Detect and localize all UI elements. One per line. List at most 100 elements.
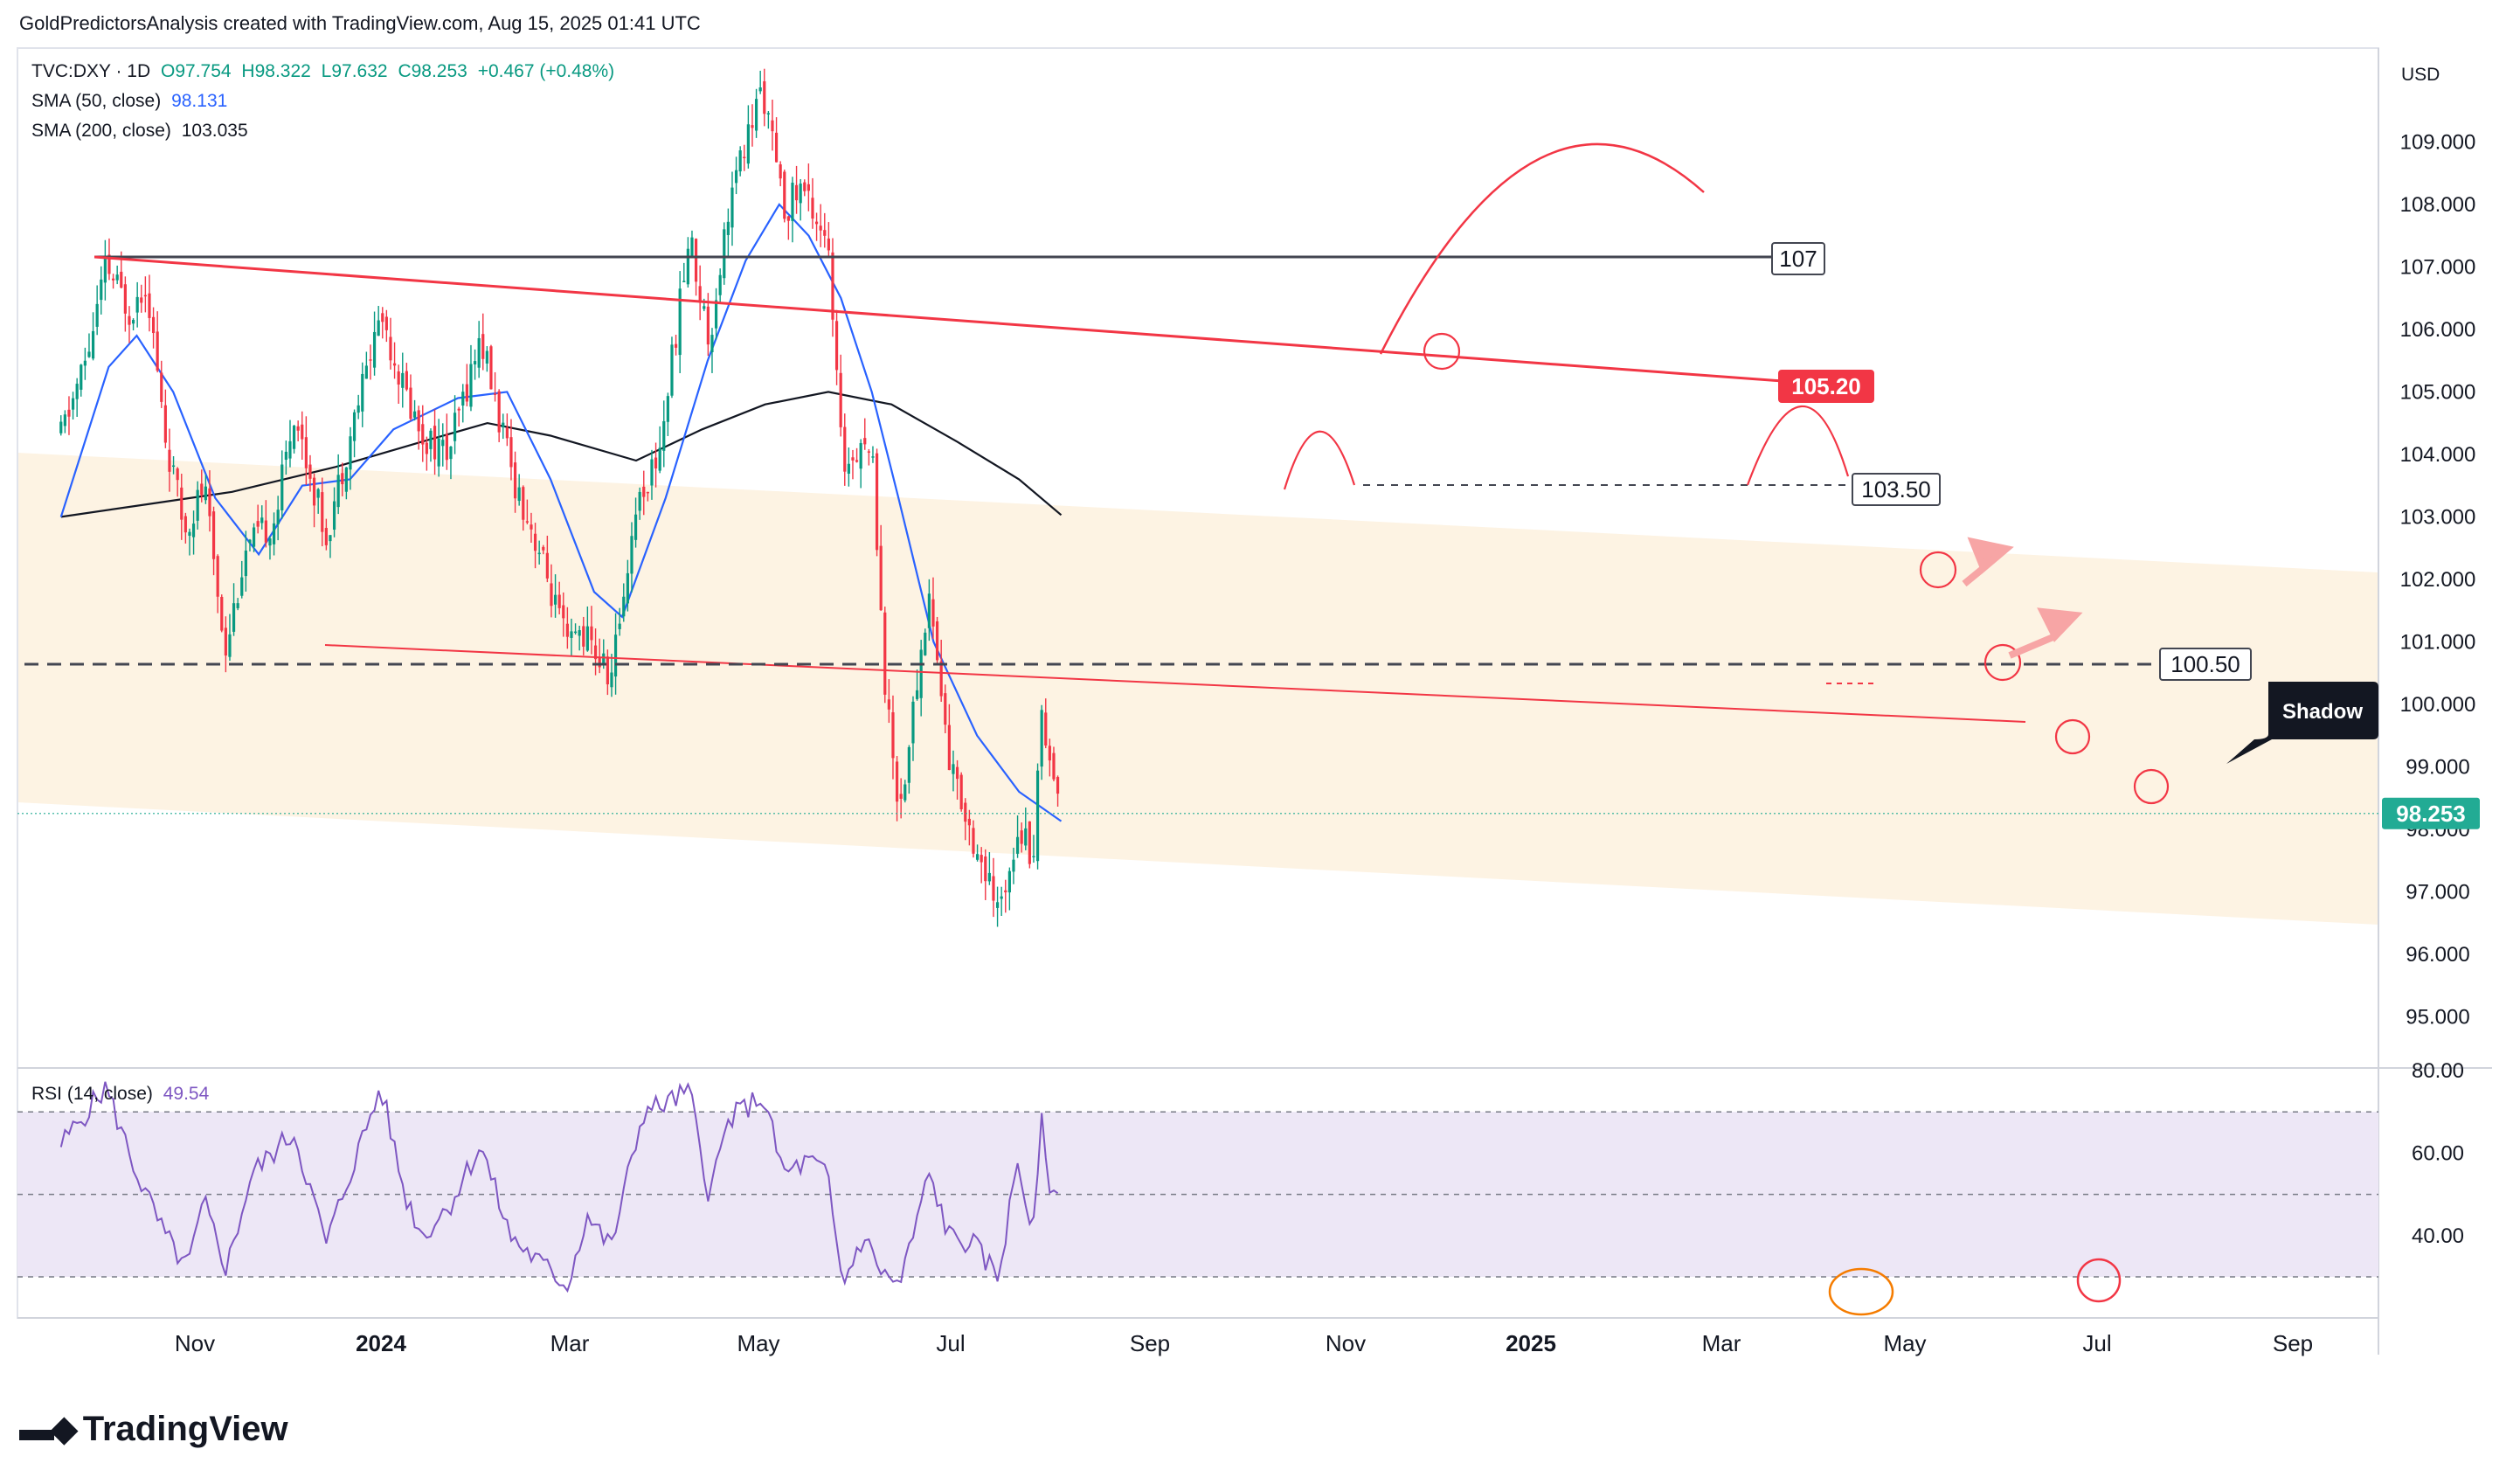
- candle-body: [730, 187, 734, 228]
- candle-body: [686, 248, 689, 285]
- last-price-label: 98.253: [2396, 801, 2466, 827]
- candle-body: [1000, 896, 1003, 899]
- pink-arrow-icon: [1962, 537, 2014, 587]
- candle-body: [364, 365, 368, 379]
- time-axis-tick: Mar: [1702, 1330, 1741, 1356]
- candle-body: [633, 514, 638, 540]
- candle-body: [522, 487, 525, 520]
- touch-circle: [1919, 551, 1957, 589]
- candle-body: [698, 286, 702, 303]
- candle-body: [329, 535, 332, 542]
- candle-body: [489, 346, 493, 390]
- candle-body: [1028, 821, 1031, 864]
- candle-body: [180, 487, 183, 520]
- label-100-50-box: [2159, 648, 2252, 681]
- time-axis-tick: 2025: [1506, 1330, 1556, 1356]
- candle-body: [537, 552, 541, 555]
- legend-low: L97.632: [321, 61, 388, 81]
- candle-body: [260, 517, 264, 524]
- candle-body: [220, 596, 224, 631]
- price-axis-tick: 103.000: [2400, 505, 2476, 529]
- candle-body: [666, 396, 669, 422]
- candle-body: [847, 463, 850, 474]
- label-shadow: Shadow: [2282, 700, 2363, 724]
- price-axis-tick: 102.000: [2400, 568, 2476, 592]
- candle-body: [211, 511, 216, 559]
- tradingview-logo-text: TradingView: [82, 1410, 288, 1448]
- candle-body: [288, 440, 292, 459]
- touch-circle: [1983, 643, 2022, 682]
- candle-body: [372, 331, 377, 368]
- candle-body: [984, 856, 987, 882]
- candle-body: [618, 623, 621, 629]
- candle-body: [264, 520, 267, 543]
- label-103-50-box: [1852, 473, 1941, 506]
- candle-body: [196, 489, 199, 521]
- candle-body: [481, 334, 485, 359]
- candle-body: [690, 237, 694, 256]
- candle-body: [578, 630, 581, 636]
- candle-body: [128, 316, 131, 325]
- time-axis-tick: Nov: [175, 1330, 215, 1356]
- currency-label[interactable]: USD: [2401, 65, 2440, 85]
- candle-body: [1020, 830, 1023, 844]
- legend-sma50: SMA (50, close) 98.131: [31, 91, 227, 112]
- label-103-50: 103.50: [1861, 476, 1931, 503]
- candle-body: [706, 306, 710, 345]
- candle-body: [1048, 745, 1051, 761]
- candle-body: [469, 364, 473, 407]
- candle-body: [83, 360, 87, 366]
- candle-body: [803, 182, 807, 191]
- candle-body: [493, 393, 497, 395]
- candle-body: [497, 391, 501, 433]
- candle-body: [433, 426, 437, 460]
- candle-body: [694, 239, 698, 282]
- candle-body: [533, 533, 537, 551]
- sma50-line: [59, 203, 1063, 822]
- candle-body: [397, 371, 400, 385]
- candle-body: [296, 426, 300, 431]
- candle-body: [1040, 710, 1043, 767]
- candle-body: [228, 634, 232, 657]
- candle-body: [972, 828, 975, 854]
- price-axis-tick: 95.000: [2406, 1005, 2469, 1029]
- candle-body: [786, 216, 790, 221]
- candle-body: [75, 384, 79, 399]
- candle-body: [863, 438, 867, 445]
- legend-rsi-value: 49.54: [163, 1084, 210, 1104]
- rsi-axis-tick: 80.00: [2412, 1059, 2464, 1083]
- candle-body: [357, 405, 360, 413]
- tradingview-logo-icon: ▬◆: [19, 1410, 78, 1448]
- candle-body: [304, 437, 308, 468]
- rsi-axis-tick: 60.00: [2412, 1141, 2464, 1165]
- candle-body: [256, 521, 260, 527]
- rsi-axis-tick: 40.00: [2412, 1224, 2464, 1248]
- candle-body: [509, 437, 513, 468]
- candle-body: [148, 293, 151, 318]
- candle-body: [171, 465, 176, 468]
- candle-body: [308, 464, 312, 479]
- candle-body: [332, 501, 336, 530]
- candle-body: [703, 306, 706, 309]
- rounded-top-arc: [1379, 142, 1705, 355]
- candle-body: [461, 392, 465, 406]
- candle-body: [425, 442, 428, 454]
- tradingview-logo[interactable]: ▬◆ TradingView: [19, 1409, 288, 1449]
- candle-body: [473, 361, 477, 364]
- candle-body: [911, 701, 915, 744]
- candle-body: [967, 818, 971, 826]
- candle-body: [405, 371, 408, 390]
- candle-body: [67, 409, 71, 417]
- candle-body: [819, 225, 822, 231]
- candle-body: [710, 335, 714, 353]
- candle-body: [409, 387, 412, 420]
- label-105-20-box: [1778, 370, 1874, 403]
- candle-body: [123, 284, 127, 314]
- candle-body: [779, 164, 782, 179]
- candle-body: [284, 451, 287, 461]
- candle-body: [545, 552, 549, 579]
- candle-body: [959, 774, 963, 809]
- candle-body: [441, 440, 445, 447]
- candle-body: [120, 271, 123, 288]
